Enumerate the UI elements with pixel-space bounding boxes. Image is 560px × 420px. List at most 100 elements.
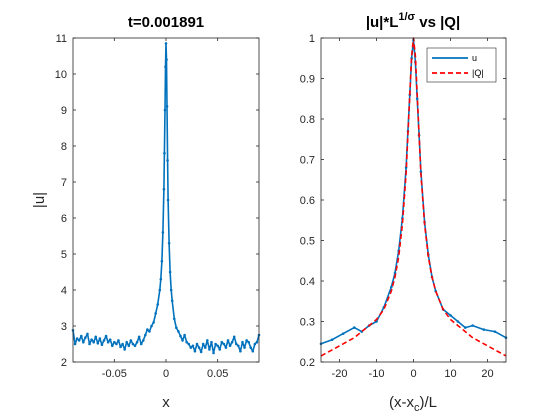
data-point bbox=[203, 346, 207, 349]
left-plot-panel: -0.05 0 0.05 2 3 4 5 6 7 8 9 10 11 t=0.001891 x |u| bbox=[31, 14, 261, 411]
legend-label-u: u bbox=[472, 53, 477, 63]
data-point bbox=[94, 335, 98, 339]
y-tick-label: 0.5 bbox=[300, 236, 315, 248]
data-point bbox=[169, 288, 173, 292]
data-point bbox=[166, 159, 169, 162]
data-point bbox=[98, 337, 102, 340]
data-point bbox=[212, 351, 215, 355]
data-point bbox=[84, 336, 87, 339]
y-tick-label: 4 bbox=[61, 285, 67, 297]
x-tick-label: 0 bbox=[410, 368, 416, 380]
data-point bbox=[86, 332, 89, 336]
right-legend: u |Q| bbox=[426, 47, 497, 83]
y-tick-label: 0.2 bbox=[300, 357, 315, 369]
data-point bbox=[419, 170, 423, 173]
data-point bbox=[330, 338, 334, 342]
data-point bbox=[449, 314, 452, 317]
data-point bbox=[127, 344, 131, 348]
data-point bbox=[115, 342, 118, 346]
right-xlabel-tail: )/L bbox=[419, 394, 437, 411]
data-point bbox=[220, 340, 224, 344]
data-point bbox=[73, 342, 77, 346]
data-point bbox=[228, 344, 232, 348]
data-point bbox=[139, 342, 143, 346]
data-point bbox=[239, 349, 242, 353]
data-point bbox=[117, 339, 120, 342]
right-xlabel-base: (x-x bbox=[389, 394, 414, 411]
data-point bbox=[161, 231, 165, 234]
data-point bbox=[110, 344, 114, 348]
y-tick-label: 7 bbox=[61, 177, 67, 189]
data-point bbox=[79, 334, 83, 338]
data-point bbox=[144, 333, 147, 337]
data-point bbox=[179, 334, 182, 338]
data-point bbox=[106, 340, 110, 344]
data-point bbox=[92, 340, 95, 344]
data-point bbox=[165, 105, 169, 108]
data-point bbox=[167, 241, 171, 245]
x-tick-label: -10 bbox=[369, 368, 385, 380]
data-point bbox=[390, 285, 393, 289]
y-tick-label: 0.8 bbox=[300, 114, 315, 126]
y-tick-label: 5 bbox=[61, 249, 67, 261]
data-point bbox=[393, 271, 397, 275]
x-tick-label: 0 bbox=[163, 368, 169, 380]
data-point bbox=[341, 332, 345, 335]
data-point bbox=[493, 330, 497, 333]
data-point bbox=[214, 342, 217, 346]
data-point bbox=[156, 303, 160, 306]
data-point bbox=[104, 334, 108, 338]
data-point bbox=[160, 259, 164, 263]
data-point bbox=[141, 339, 145, 342]
data-point bbox=[251, 349, 255, 353]
y-tick-label: 0.9 bbox=[300, 74, 315, 86]
data-point bbox=[177, 330, 180, 333]
data-point bbox=[150, 324, 153, 328]
data-point bbox=[456, 320, 460, 323]
right-plot-panel: -20 -10 0 10 20 0.2 0.3 0.4 0.5 0.6 0.7 0.8 0.9 1 |u|… bbox=[300, 11, 508, 414]
data-point bbox=[165, 58, 168, 61]
data-point bbox=[243, 346, 246, 349]
data-point bbox=[208, 348, 211, 351]
right-chart-title: |u|*L1/σ vs |Q| bbox=[366, 11, 460, 31]
data-point bbox=[237, 344, 240, 348]
data-point bbox=[187, 342, 191, 346]
x-tick-label: 0.05 bbox=[207, 368, 228, 380]
x-tick-label: -20 bbox=[332, 368, 348, 380]
data-point bbox=[226, 339, 230, 342]
data-point bbox=[172, 317, 176, 321]
data-point bbox=[185, 340, 188, 344]
data-point bbox=[90, 338, 93, 341]
data-point bbox=[133, 344, 137, 348]
data-point bbox=[168, 270, 172, 274]
data-point bbox=[102, 339, 106, 342]
data-point bbox=[464, 326, 467, 329]
data-point bbox=[163, 108, 167, 112]
data-point bbox=[152, 321, 155, 324]
y-tick-label: 0.4 bbox=[300, 276, 315, 288]
data-point bbox=[148, 330, 151, 333]
legend-box bbox=[426, 47, 497, 83]
data-point bbox=[123, 348, 126, 351]
data-point bbox=[206, 339, 209, 342]
data-point bbox=[181, 339, 184, 342]
data-point bbox=[222, 342, 226, 346]
data-point bbox=[482, 328, 486, 331]
data-point bbox=[135, 340, 139, 344]
data-point bbox=[119, 345, 122, 349]
data-point bbox=[191, 344, 195, 348]
y-tick-label: 8 bbox=[61, 141, 67, 153]
x-tick-label: -0.05 bbox=[102, 368, 127, 380]
data-point bbox=[96, 341, 100, 345]
data-point bbox=[353, 326, 356, 329]
data-point bbox=[216, 344, 219, 348]
data-point bbox=[166, 198, 170, 202]
y-tick-label: 0.7 bbox=[300, 155, 315, 167]
x-tick-label: 20 bbox=[481, 368, 493, 380]
data-point bbox=[195, 342, 199, 346]
left-chart-title: t=0.001891 bbox=[128, 14, 204, 31]
y-tick-label: 2 bbox=[61, 357, 67, 369]
data-point bbox=[163, 151, 166, 155]
y-tick-label: 10 bbox=[55, 69, 67, 81]
